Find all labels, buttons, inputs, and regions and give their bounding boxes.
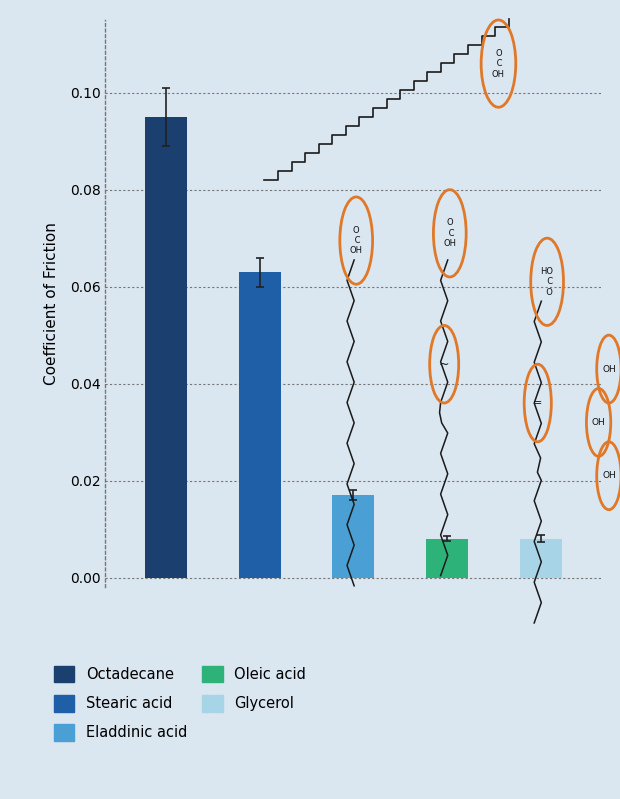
Text: O
 C
OH: O C OH	[492, 49, 505, 78]
Text: OH: OH	[602, 364, 616, 374]
Bar	[332, 495, 374, 578]
Bar	[520, 539, 562, 578]
Text: OH: OH	[591, 418, 606, 427]
Bar	[145, 117, 187, 578]
Text: O
 C
OH: O C OH	[443, 218, 456, 248]
Legend: Octadecane, Stearic acid, Eladdinic acid, Oleic acid, Glycerol: Octadecane, Stearic acid, Eladdinic acid…	[48, 660, 312, 747]
Text: =: =	[533, 398, 542, 408]
Text: HO
  C
  O: HO C O	[541, 267, 554, 296]
Text: O
 C
OH: O C OH	[350, 225, 363, 256]
Bar	[239, 272, 281, 578]
Text: OH: OH	[602, 471, 616, 480]
Bar	[426, 539, 468, 578]
Y-axis label: Coefficient of Friction: Coefficient of Friction	[43, 222, 59, 385]
Text: ~: ~	[439, 358, 450, 371]
